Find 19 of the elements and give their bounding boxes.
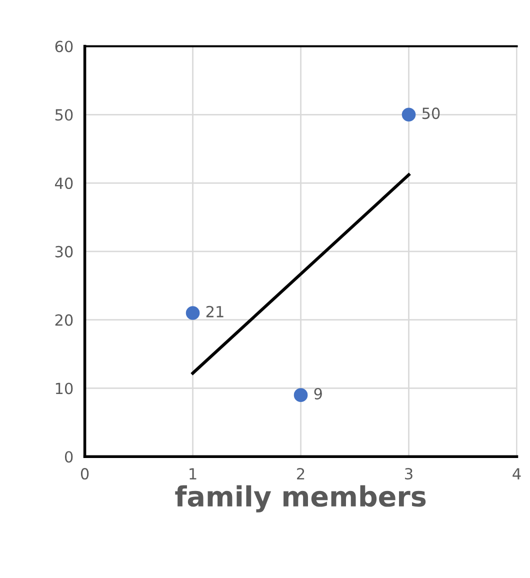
point <box>186 306 200 320</box>
data-label: 9 <box>314 388 322 400</box>
y-tick-label: 60 <box>55 40 73 52</box>
y-tick-label: 20 <box>55 314 73 326</box>
data-label: 50 <box>422 108 440 120</box>
point <box>294 388 308 402</box>
x-tick-label: 2 <box>297 468 304 480</box>
y-tick-label: 10 <box>56 382 73 394</box>
x-tick-label: 4 <box>512 468 521 480</box>
point <box>402 108 416 122</box>
x-axis-title: family members <box>175 485 426 512</box>
data-label: 21 <box>206 306 224 318</box>
y-tick-label: 30 <box>55 246 73 258</box>
y-tick-label: 40 <box>54 178 73 190</box>
x-tick-label: 3 <box>405 468 412 480</box>
y-tick-label: 0 <box>64 451 73 463</box>
x-tick-label: 0 <box>80 468 89 480</box>
y-tick-label: 50 <box>55 109 73 121</box>
x-tick-label: 1 <box>190 468 196 480</box>
